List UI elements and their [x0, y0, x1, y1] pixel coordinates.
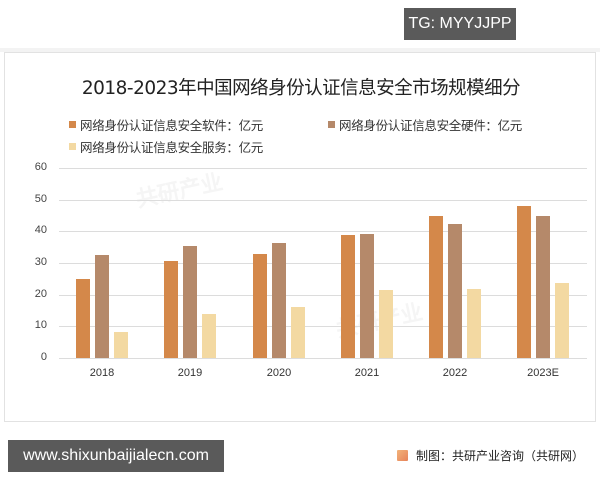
bar-hardware-2021: [360, 233, 374, 358]
gridline: [59, 263, 587, 264]
separator-band: [0, 48, 600, 52]
chart-title: 2018-2023年中国网络身份认证信息安全市场规模细分: [81, 78, 521, 99]
bar-service-2023E: [555, 282, 569, 358]
bar-software-2023E: [517, 205, 531, 358]
background-watermark: 共研产业: [133, 170, 226, 213]
legend-item-software: 网络身份认证信息安全软件：亿元: [69, 115, 263, 134]
watermark-bottom: www.shixunbaijialecn.com: [8, 440, 224, 472]
bar-service-2020: [291, 307, 305, 358]
bar-software-2021: [341, 235, 355, 358]
x-tick-label: 2018: [89, 367, 115, 379]
gridline: [59, 358, 587, 359]
legend-swatch: [328, 121, 335, 128]
gridline: [59, 294, 587, 296]
y-tick-label: 10: [34, 319, 47, 332]
legend-item-hardware: 网络身份认证信息安全硬件：亿元: [328, 115, 522, 134]
gridline: [59, 326, 587, 328]
gridline: [59, 231, 587, 233]
y-tick-label: 30: [34, 256, 47, 268]
bar-hardware-2023E: [536, 215, 550, 358]
legend-label: 网络身份认证信息安全服务：亿元: [80, 140, 264, 155]
y-tick-label: 60: [34, 161, 47, 173]
y-tick-label: 40: [34, 224, 47, 237]
source-credit: 制图：共研产业咨询（共研网）: [397, 447, 584, 464]
legend-label: 网络身份认证信息安全硬件：亿元: [339, 118, 523, 133]
source-logo-icon: [397, 450, 408, 461]
bar-software-2022: [429, 216, 443, 358]
x-tick-label: 2022: [442, 367, 468, 379]
x-tick-label: 2023E: [527, 367, 559, 379]
y-tick-label: 20: [34, 287, 47, 300]
gridline: [59, 199, 587, 201]
bar-service-2021: [379, 289, 393, 358]
legend-swatch: [69, 121, 76, 128]
source-text: 制图：共研产业咨询（共研网）: [416, 449, 585, 463]
bar-software-2020: [253, 253, 267, 358]
x-tick-label: 2021: [354, 367, 380, 379]
gridline: [59, 168, 587, 169]
watermark-top: TG: MYYJJPP: [404, 8, 516, 40]
x-tick-label: 2020: [266, 367, 292, 379]
bar-service-2019: [202, 313, 216, 358]
bar-hardware-2019: [183, 245, 197, 358]
y-tick-label: 0: [40, 351, 47, 363]
legend-label: 网络身份认证信息安全软件：亿元: [80, 118, 264, 133]
bar-software-2019: [164, 261, 178, 358]
bar-software-2018: [76, 278, 90, 358]
bar-hardware-2018: [95, 254, 109, 358]
legend-item-service: 网络身份认证信息安全服务：亿元: [69, 137, 263, 156]
chart-card: 共研产业 共研产业 2018-2023年中国网络身份认证信息安全市场规模细分 网…: [4, 52, 596, 463]
x-tick-label: 2019: [177, 367, 203, 379]
bar-hardware-2020: [272, 243, 286, 358]
legend-swatch: [69, 143, 76, 150]
y-tick-label: 50: [34, 192, 47, 205]
bar-hardware-2022: [448, 224, 462, 358]
bar-service-2018: [114, 332, 128, 358]
bar-service-2022: [467, 288, 481, 358]
